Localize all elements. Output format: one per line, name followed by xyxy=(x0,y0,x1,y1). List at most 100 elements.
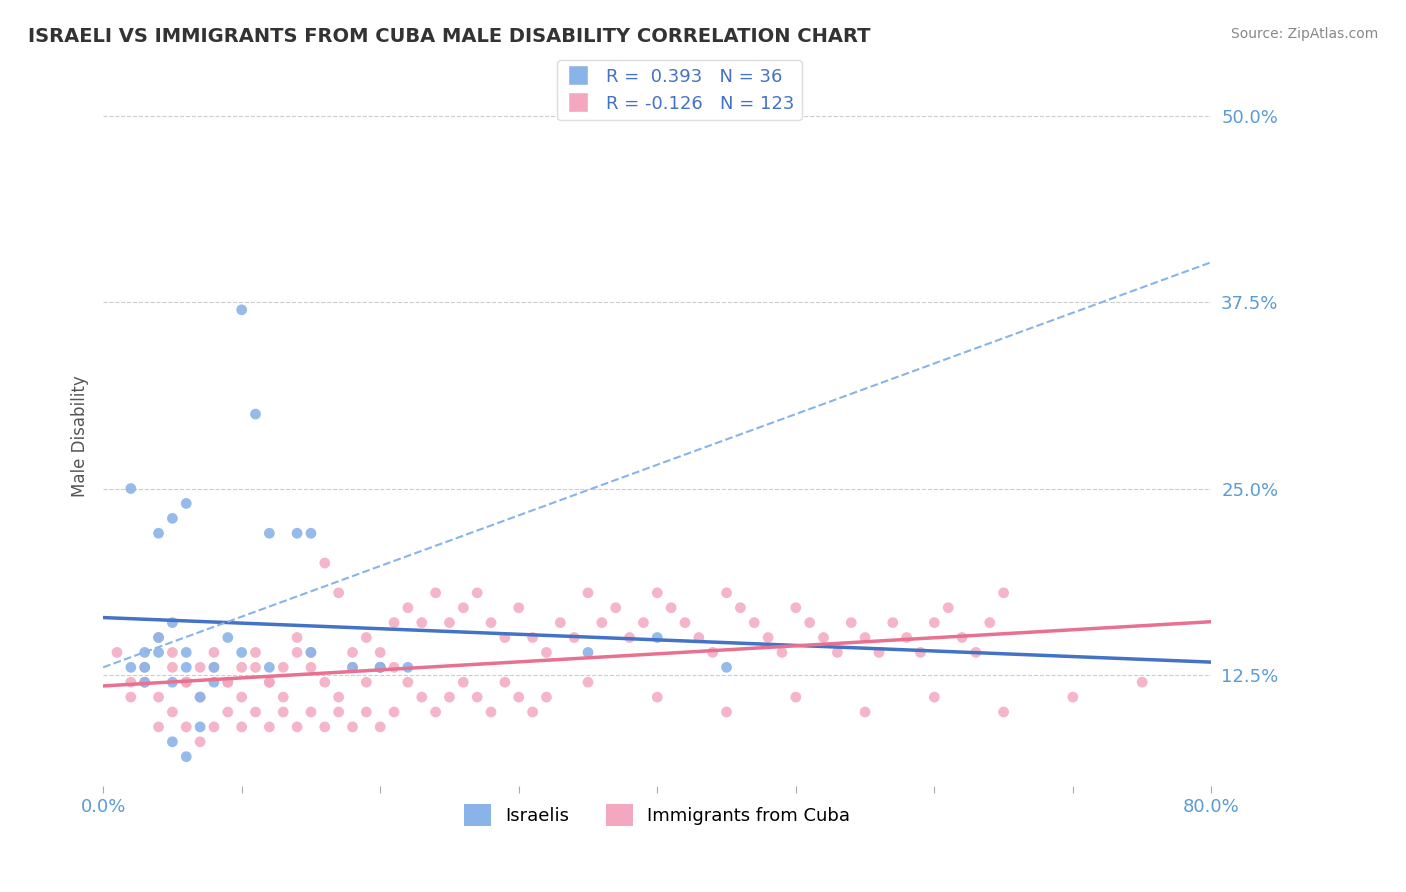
Point xyxy=(202,675,225,690)
Point xyxy=(411,615,433,630)
Point xyxy=(314,720,336,734)
Point xyxy=(134,675,156,690)
Point xyxy=(853,705,876,719)
Point xyxy=(494,631,516,645)
Point xyxy=(396,660,419,674)
Point xyxy=(799,615,821,630)
Point xyxy=(162,511,184,525)
Point xyxy=(550,615,572,630)
Point xyxy=(231,690,253,705)
Point xyxy=(120,482,142,496)
Point xyxy=(453,600,475,615)
Point xyxy=(259,660,281,674)
Point xyxy=(217,631,239,645)
Point xyxy=(217,705,239,719)
Point xyxy=(162,645,184,659)
Point xyxy=(217,675,239,690)
Point xyxy=(259,720,281,734)
Point xyxy=(453,675,475,690)
Point xyxy=(105,645,128,659)
Point xyxy=(202,645,225,659)
Text: Source: ZipAtlas.com: Source: ZipAtlas.com xyxy=(1230,27,1378,41)
Point xyxy=(231,660,253,674)
Point xyxy=(162,735,184,749)
Point xyxy=(425,705,447,719)
Point xyxy=(271,705,294,719)
Point xyxy=(853,631,876,645)
Point xyxy=(148,690,170,705)
Point xyxy=(827,645,849,659)
Point xyxy=(188,690,211,705)
Point xyxy=(174,645,197,659)
Point xyxy=(536,690,558,705)
Point xyxy=(576,675,599,690)
Point xyxy=(633,615,655,630)
Point xyxy=(174,496,197,510)
Point xyxy=(148,631,170,645)
Point xyxy=(382,660,405,674)
Point xyxy=(716,705,738,719)
Point xyxy=(716,660,738,674)
Point xyxy=(950,631,973,645)
Point xyxy=(910,645,932,659)
Point xyxy=(328,705,350,719)
Point xyxy=(839,615,862,630)
Point xyxy=(202,660,225,674)
Point xyxy=(134,675,156,690)
Point xyxy=(702,645,724,659)
Point xyxy=(342,645,364,659)
Point xyxy=(134,660,156,674)
Point xyxy=(1130,675,1153,690)
Point xyxy=(605,600,627,615)
Point xyxy=(425,586,447,600)
Point xyxy=(479,615,502,630)
Point xyxy=(439,690,461,705)
Point xyxy=(1062,690,1084,705)
Point xyxy=(965,645,987,659)
Point xyxy=(536,645,558,659)
Point xyxy=(162,660,184,674)
Point xyxy=(328,690,350,705)
Point xyxy=(465,586,488,600)
Point xyxy=(813,631,835,645)
Legend: Israelis, Immigrants from Cuba: Israelis, Immigrants from Cuba xyxy=(457,797,858,833)
Point xyxy=(673,615,696,630)
Point xyxy=(174,720,197,734)
Point xyxy=(148,720,170,734)
Point xyxy=(936,600,959,615)
Point xyxy=(271,660,294,674)
Point xyxy=(645,586,668,600)
Point xyxy=(162,705,184,719)
Point xyxy=(730,600,752,615)
Point xyxy=(285,631,308,645)
Text: ISRAELI VS IMMIGRANTS FROM CUBA MALE DISABILITY CORRELATION CHART: ISRAELI VS IMMIGRANTS FROM CUBA MALE DIS… xyxy=(28,27,870,45)
Point xyxy=(479,705,502,719)
Point xyxy=(979,615,1001,630)
Point xyxy=(245,645,267,659)
Point xyxy=(148,526,170,541)
Point xyxy=(148,645,170,659)
Point xyxy=(299,526,322,541)
Point xyxy=(342,660,364,674)
Point xyxy=(299,645,322,659)
Point xyxy=(342,660,364,674)
Point xyxy=(659,600,682,615)
Point xyxy=(439,615,461,630)
Point xyxy=(285,526,308,541)
Point xyxy=(882,615,904,630)
Point xyxy=(299,705,322,719)
Point xyxy=(356,631,378,645)
Point xyxy=(688,631,710,645)
Point xyxy=(188,690,211,705)
Point xyxy=(231,302,253,317)
Point xyxy=(148,631,170,645)
Point xyxy=(368,660,391,674)
Point xyxy=(356,705,378,719)
Point xyxy=(645,690,668,705)
Point xyxy=(231,645,253,659)
Y-axis label: Male Disability: Male Disability xyxy=(72,376,89,498)
Point xyxy=(202,660,225,674)
Point xyxy=(285,645,308,659)
Point xyxy=(245,407,267,421)
Point xyxy=(174,675,197,690)
